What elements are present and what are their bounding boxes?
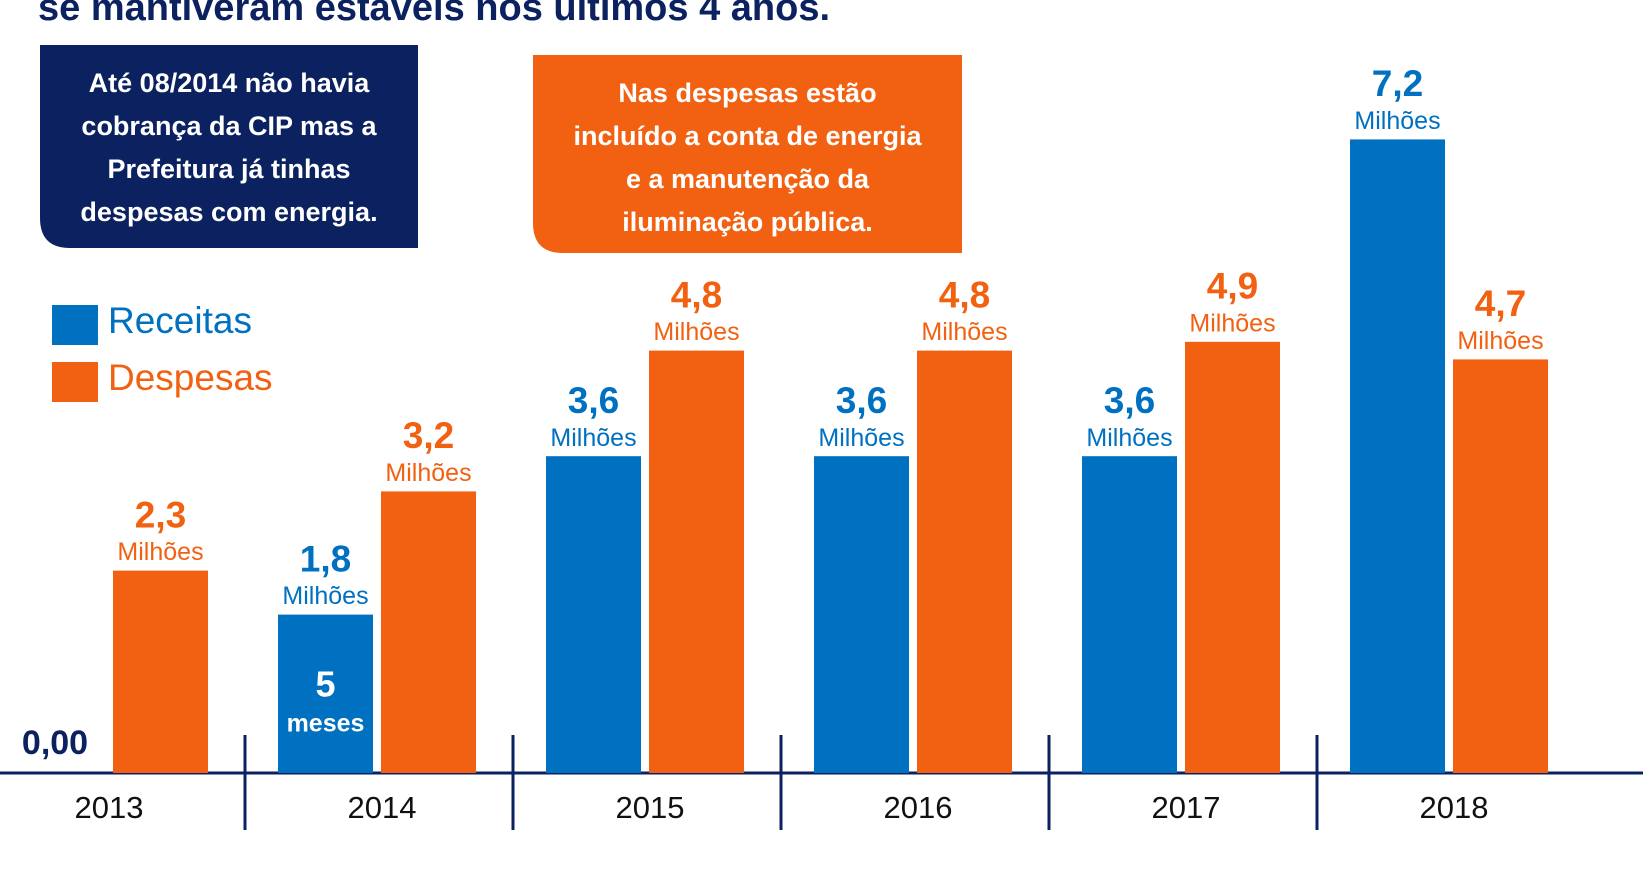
- value-label: 3,6: [1104, 380, 1155, 421]
- bar: [649, 350, 744, 773]
- value-label: 3,2: [403, 415, 454, 456]
- bar: [278, 614, 373, 773]
- value-label: 7,2: [1372, 63, 1423, 104]
- x-tick-label: 2013: [75, 790, 144, 825]
- note-text: iluminação pública.: [622, 207, 873, 237]
- bar-note: 5: [315, 664, 335, 705]
- value-unit: Milhões: [550, 424, 636, 452]
- value-unit: Milhões: [282, 582, 368, 610]
- chart-title: se mantiveram estáveis nos últimos 4 ano…: [38, 0, 830, 29]
- value-label: 3,6: [836, 380, 887, 421]
- x-tick-label: 2016: [884, 790, 953, 825]
- legend-swatch: [52, 305, 98, 345]
- value-unit: Milhões: [117, 538, 203, 566]
- value-label: 4,8: [939, 274, 990, 315]
- note-text: Prefeitura já tinhas: [107, 154, 350, 184]
- x-tick-label: 2015: [616, 790, 685, 825]
- bar: [917, 350, 1012, 773]
- value-unit: Milhões: [1354, 107, 1440, 135]
- value-unit: Milhões: [653, 318, 739, 346]
- note-text: e a manutenção da: [626, 164, 870, 194]
- value-unit: Milhões: [385, 459, 471, 487]
- value-label: 4,7: [1475, 283, 1526, 324]
- note-text: Até 08/2014 não havia: [89, 68, 371, 98]
- x-tick-label: 2017: [1152, 790, 1221, 825]
- bar-note: meses: [287, 710, 365, 738]
- bar: [1453, 359, 1548, 773]
- legend-label: Receitas: [108, 300, 252, 341]
- value-unit: Milhões: [1189, 309, 1275, 337]
- note-text: cobrança da CIP mas a: [81, 111, 377, 141]
- legend-label: Despesas: [108, 357, 273, 398]
- bar: [1082, 456, 1177, 773]
- value-label: 3,6: [568, 380, 619, 421]
- x-tick-label: 2018: [1420, 790, 1489, 825]
- bar: [546, 456, 641, 773]
- value-label: 4,8: [671, 274, 722, 315]
- bar: [814, 456, 909, 773]
- bar: [381, 491, 476, 773]
- value-label: 1,8: [300, 538, 351, 579]
- value-label: 2,3: [135, 494, 186, 535]
- value-label: 0,00: [22, 724, 88, 762]
- note-text: incluído a conta de energia: [573, 121, 922, 151]
- note-box: [533, 55, 962, 253]
- value-unit: Milhões: [1086, 424, 1172, 452]
- value-unit: Milhões: [1457, 327, 1543, 355]
- x-tick-label: 2014: [348, 790, 417, 825]
- note-box: [40, 45, 418, 248]
- value-label: 4,9: [1207, 266, 1258, 307]
- bar: [113, 570, 208, 773]
- note-text: despesas com energia.: [80, 197, 377, 227]
- value-unit: Milhões: [818, 424, 904, 452]
- bar: [1350, 139, 1445, 773]
- value-unit: Milhões: [921, 318, 1007, 346]
- bar: [1185, 341, 1280, 773]
- legend-swatch: [52, 362, 98, 402]
- note-text: Nas despesas estão: [618, 78, 876, 108]
